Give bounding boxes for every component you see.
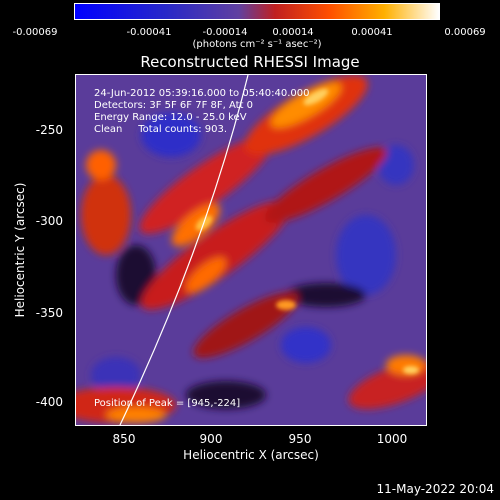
rhessi-image [76,75,426,425]
x-tick-label: 900 [199,432,223,446]
colorbar-tick: -0.00014 [202,27,248,38]
info-detectors: Detectors: 3F 5F 6F 7F 8F, Att 0 [94,100,254,111]
colorbar-tick: 0.00069 [444,27,486,38]
y-tick-label: -250 [35,123,63,137]
solar-limb-line [119,75,249,425]
x-axis-label: Heliocentric X (arcsec) [183,448,319,462]
x-tick-label: 950 [288,432,312,446]
info-energy-range: Energy Range: 12.0 - 25.0 keV [94,112,247,123]
y-axis-label: Heliocentric Y (arcsec) [13,182,27,318]
x-tick-label: 1000 [376,432,408,446]
info-time-range: 24-Jun-2012 05:39:16.000 to 05:40:40.000 [94,88,310,99]
colorbar-tick: 0.00014 [272,27,314,38]
colorbar-tick: 0.00041 [351,27,393,38]
plot-title: Reconstructed RHESSI Image [140,53,360,71]
y-tick-label: -400 [35,395,63,409]
x-tick-label: 850 [112,432,136,446]
colorbar-tick: -0.00069 [12,27,58,38]
y-tick-label: -300 [35,214,63,228]
info-peak-position: Position of Peak = [945,-224] [94,398,241,409]
colorbar-units: (photons cm⁻² s⁻¹ asec⁻²) [192,39,322,50]
info-counts: Clean Total counts: 903. [94,124,228,135]
plot-frame [75,74,427,426]
colorbar [74,3,440,20]
plot-datestamp: 11-May-2022 20:04 [376,482,494,496]
colorbar-tick: -0.00041 [126,27,172,38]
y-tick-label: -350 [35,306,63,320]
